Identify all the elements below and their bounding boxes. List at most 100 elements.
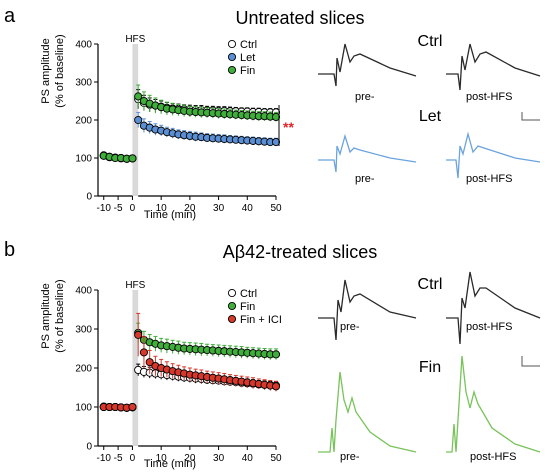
data-point [271, 350, 281, 359]
y-tick-label: 400 [75, 286, 92, 297]
y-label-b-2: (% of baseline) [54, 279, 66, 352]
post-label-let-a: post-HFS [466, 173, 512, 185]
hfs-label-b: HFS [125, 280, 145, 291]
y-tick-label: 0 [86, 442, 92, 453]
panel-b-title: Aβ42-treated slices [223, 242, 377, 262]
legend-label: Fin [240, 301, 255, 313]
trace-ctrl-pre-b [318, 279, 417, 341]
data-point [271, 137, 281, 147]
pre-label-ctrl-a: pre- [355, 91, 375, 103]
series-ctrl [99, 89, 281, 163]
x-tick-label: 30 [213, 453, 225, 464]
panel-a-letter: a [4, 5, 16, 27]
legend-marker [227, 314, 237, 324]
x-tick-label: -10 [97, 453, 112, 464]
trace-ctrl-post-a [446, 43, 541, 91]
series-fin [99, 322, 281, 412]
y-label-a-2: (% of baseline) [54, 34, 66, 107]
x-ticks-b: -10 -5 0 10 20 30 40 50 [97, 446, 282, 464]
y-tick-label: 300 [75, 78, 92, 89]
legend-marker [227, 65, 237, 75]
chart-a: HFS 0 100 200 300 400 -10 -5 0 10 20 30 40 50 PS am… [40, 34, 294, 221]
trace-label-ctrl-b: Ctrl [418, 276, 443, 293]
data-point [271, 112, 281, 122]
y-ticks-b: 0 100 200 300 400 [75, 286, 98, 453]
trace-label-let-a: Let [419, 108, 442, 125]
x-label-b: Time (min) [144, 458, 196, 470]
legend-label: Ctrl [240, 288, 257, 300]
trace-ctrl-pre-a [318, 43, 417, 87]
pre-label-fin-b: pre- [340, 451, 360, 463]
pre-label-ctrl-b: pre- [340, 321, 360, 333]
significance-marker: ** [283, 119, 294, 135]
x-tick-label: 40 [242, 203, 254, 214]
legend-marker [227, 52, 237, 62]
x-tick-label: 50 [270, 453, 282, 464]
pre-label-let-a: pre- [355, 173, 375, 185]
series-a [99, 84, 281, 163]
chart-b: HFS 0 100 200 300 400 -10 -5 0 10 20 30 40 50 PS am… [40, 279, 282, 470]
y-tick-label: 200 [75, 364, 92, 375]
legend-marker [227, 301, 237, 311]
series-fin-ici [99, 312, 281, 412]
legend-marker [227, 39, 237, 49]
legend-label: Ctrl [240, 39, 257, 51]
x-tick-label: -10 [97, 203, 112, 214]
y-label-b: PS amplitude [40, 283, 52, 348]
x-label-a: Time (min) [144, 209, 196, 221]
data-point [134, 92, 143, 101]
x-tick-label: 10 [156, 453, 168, 464]
x-tick-label: 20 [184, 453, 196, 464]
x-ticks-a: -10 -5 0 10 20 30 40 50 [97, 196, 282, 214]
data-point [139, 348, 148, 357]
data-point [128, 402, 137, 412]
series-fin [99, 84, 281, 163]
y-label-a: PS amplitude [40, 38, 52, 103]
legend-marker [227, 288, 237, 298]
y-tick-label: 100 [75, 403, 92, 414]
y-tick-label: 0 [86, 192, 92, 203]
trace-fin-pre-b [318, 371, 417, 453]
series-b [99, 312, 281, 412]
trace-label-fin-b: Fin [419, 359, 441, 376]
x-tick-label: 0 [130, 203, 136, 214]
x-tick-label: -5 [114, 203, 123, 214]
post-label-ctrl-b: post-HFS [466, 321, 512, 333]
data-point [134, 330, 143, 339]
panel-b: b Aβ42-treated slices HFS 0100200300400 … [4, 239, 541, 470]
scale-bar-b [521, 356, 540, 367]
legend-label: Fin [240, 65, 255, 77]
y-ticks-a: 0 100 200 300 400 [75, 40, 98, 203]
data-point [271, 382, 281, 391]
x-tick-label: -5 [114, 453, 123, 464]
legend-label: Let [240, 52, 255, 64]
post-label-ctrl-a: post-HFS [466, 91, 512, 103]
x-tick-label: 40 [242, 453, 254, 464]
x-tick-label: 50 [270, 203, 282, 214]
y-tick-label: 400 [75, 40, 92, 51]
post-label-fin-b: post-HFS [470, 451, 516, 463]
data-point [145, 358, 154, 367]
panel-a-title: Untreated slices [235, 8, 364, 28]
y-tick-label: 100 [75, 154, 92, 165]
y-tick-label: 200 [75, 116, 92, 127]
y-tick-label: 300 [75, 325, 92, 336]
trace-ctrl-post-b [446, 271, 541, 345]
data-point [134, 115, 143, 125]
legend-label: Fin + ICI [240, 314, 282, 326]
hfs-label-a: HFS [125, 34, 145, 45]
trace-label-ctrl-a: Ctrl [418, 33, 443, 50]
trace-let-pre-a [318, 133, 417, 173]
panel-b-letter: b [4, 239, 15, 261]
x-tick-label: 10 [156, 203, 168, 214]
scale-bar-a [521, 112, 540, 121]
trace-let-post-a [446, 131, 541, 179]
trace-fin-post-b [446, 355, 541, 453]
data-point [128, 154, 137, 163]
x-tick-label: 20 [184, 203, 196, 214]
x-tick-label: 0 [130, 453, 136, 464]
